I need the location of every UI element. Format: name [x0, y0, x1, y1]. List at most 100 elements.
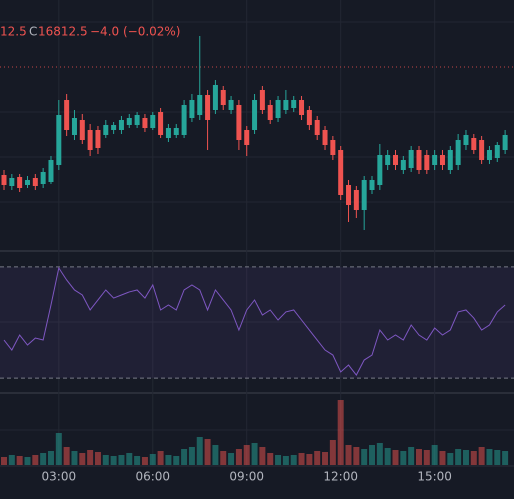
volume-bar — [392, 450, 399, 465]
volume-bar — [32, 455, 39, 465]
candle-body — [150, 115, 156, 128]
header-close: 16812.5 — [38, 25, 88, 39]
volume-bar — [494, 450, 501, 465]
volume-bar — [196, 437, 203, 465]
candle-body — [432, 155, 438, 165]
candle-body — [400, 160, 406, 170]
candle-body — [463, 135, 469, 145]
volume-bar — [415, 449, 422, 465]
volume-bar — [486, 449, 493, 465]
candle-body — [424, 155, 430, 170]
volume-bar — [314, 451, 321, 465]
volume-bar — [71, 451, 78, 465]
candle-body — [471, 138, 477, 150]
candle-body — [369, 180, 375, 190]
candle-body — [236, 105, 242, 140]
candle-body — [393, 155, 398, 165]
candle-body — [40, 172, 46, 184]
candle-body — [189, 100, 195, 118]
candle-body — [494, 145, 500, 158]
candle-body — [87, 130, 93, 150]
candle-body — [447, 150, 453, 170]
candle-body — [377, 155, 383, 185]
candle-body — [502, 135, 508, 150]
x-tick-label: 03:00 — [42, 470, 77, 484]
candle-body — [275, 100, 281, 118]
volume-bar — [337, 400, 344, 465]
x-tick-label: 12:00 — [323, 470, 358, 484]
candle-body — [197, 95, 203, 115]
candle-body — [416, 150, 422, 170]
candle-body — [283, 100, 289, 110]
candle-body — [291, 100, 297, 108]
candle-body — [32, 178, 38, 186]
candle-body — [408, 150, 414, 168]
volume-bar — [173, 456, 180, 465]
candle-body — [353, 190, 359, 210]
candle-body — [48, 160, 54, 182]
volume-bar — [228, 453, 235, 465]
volume-bar — [181, 449, 188, 465]
volume-bar — [235, 449, 242, 465]
volume-bar — [447, 453, 454, 465]
candle-body — [71, 118, 77, 135]
volume-bar — [455, 449, 462, 465]
volume-bar — [149, 454, 156, 465]
volume-bar — [267, 453, 274, 465]
candle-body — [330, 140, 336, 155]
candle-body — [259, 90, 265, 110]
candle-body — [56, 115, 62, 165]
volume-bar — [353, 447, 360, 465]
candle-body — [252, 100, 258, 130]
volume-bar — [87, 450, 94, 465]
candle-body — [142, 118, 148, 128]
candle-body — [486, 150, 492, 160]
candle-body — [267, 105, 273, 120]
candle-body — [346, 185, 352, 205]
rsi-band — [0, 266, 514, 379]
volume-bar — [126, 453, 133, 465]
volume-bar — [134, 456, 141, 465]
volume-bar — [369, 445, 376, 465]
volume-bar — [110, 456, 117, 465]
volume-bar — [298, 453, 305, 465]
volume-bar — [400, 451, 407, 465]
volume-bar — [251, 443, 258, 465]
volume-bar — [439, 451, 446, 465]
volume-bar — [212, 445, 219, 465]
volume-bar — [243, 445, 250, 465]
candle-body — [439, 155, 445, 165]
candle-body — [173, 128, 179, 135]
volume-bar — [431, 445, 438, 465]
candle-body — [299, 100, 305, 115]
x-tick-label: 15:00 — [417, 470, 452, 484]
volume-bar — [502, 451, 509, 465]
candle-body — [361, 180, 367, 210]
candle-body — [314, 120, 320, 135]
volume-bar — [423, 450, 430, 465]
header-change: −4.0 (−0.02%) — [90, 25, 181, 39]
candle-body — [111, 125, 117, 130]
volume-bar — [102, 455, 109, 465]
rsi-line — [3, 266, 506, 376]
candle-body — [103, 125, 109, 135]
volume-bar — [290, 455, 297, 465]
candle-body — [385, 155, 391, 165]
volume-bar — [55, 433, 62, 465]
candle-body — [220, 90, 226, 105]
volume-bar — [8, 455, 15, 465]
volume-bar — [384, 448, 391, 465]
candle-body — [17, 177, 23, 188]
candle-body — [479, 140, 485, 160]
volume-bar — [94, 452, 101, 465]
candle-body — [244, 130, 250, 145]
volume-bar — [141, 457, 148, 465]
header-c-label: C — [29, 25, 37, 39]
header-prev: 12.5 — [0, 25, 27, 39]
candle-body — [228, 100, 234, 110]
x-tick-label: 09:00 — [229, 470, 264, 484]
candle-body — [9, 178, 15, 186]
volume-bar — [79, 453, 86, 465]
